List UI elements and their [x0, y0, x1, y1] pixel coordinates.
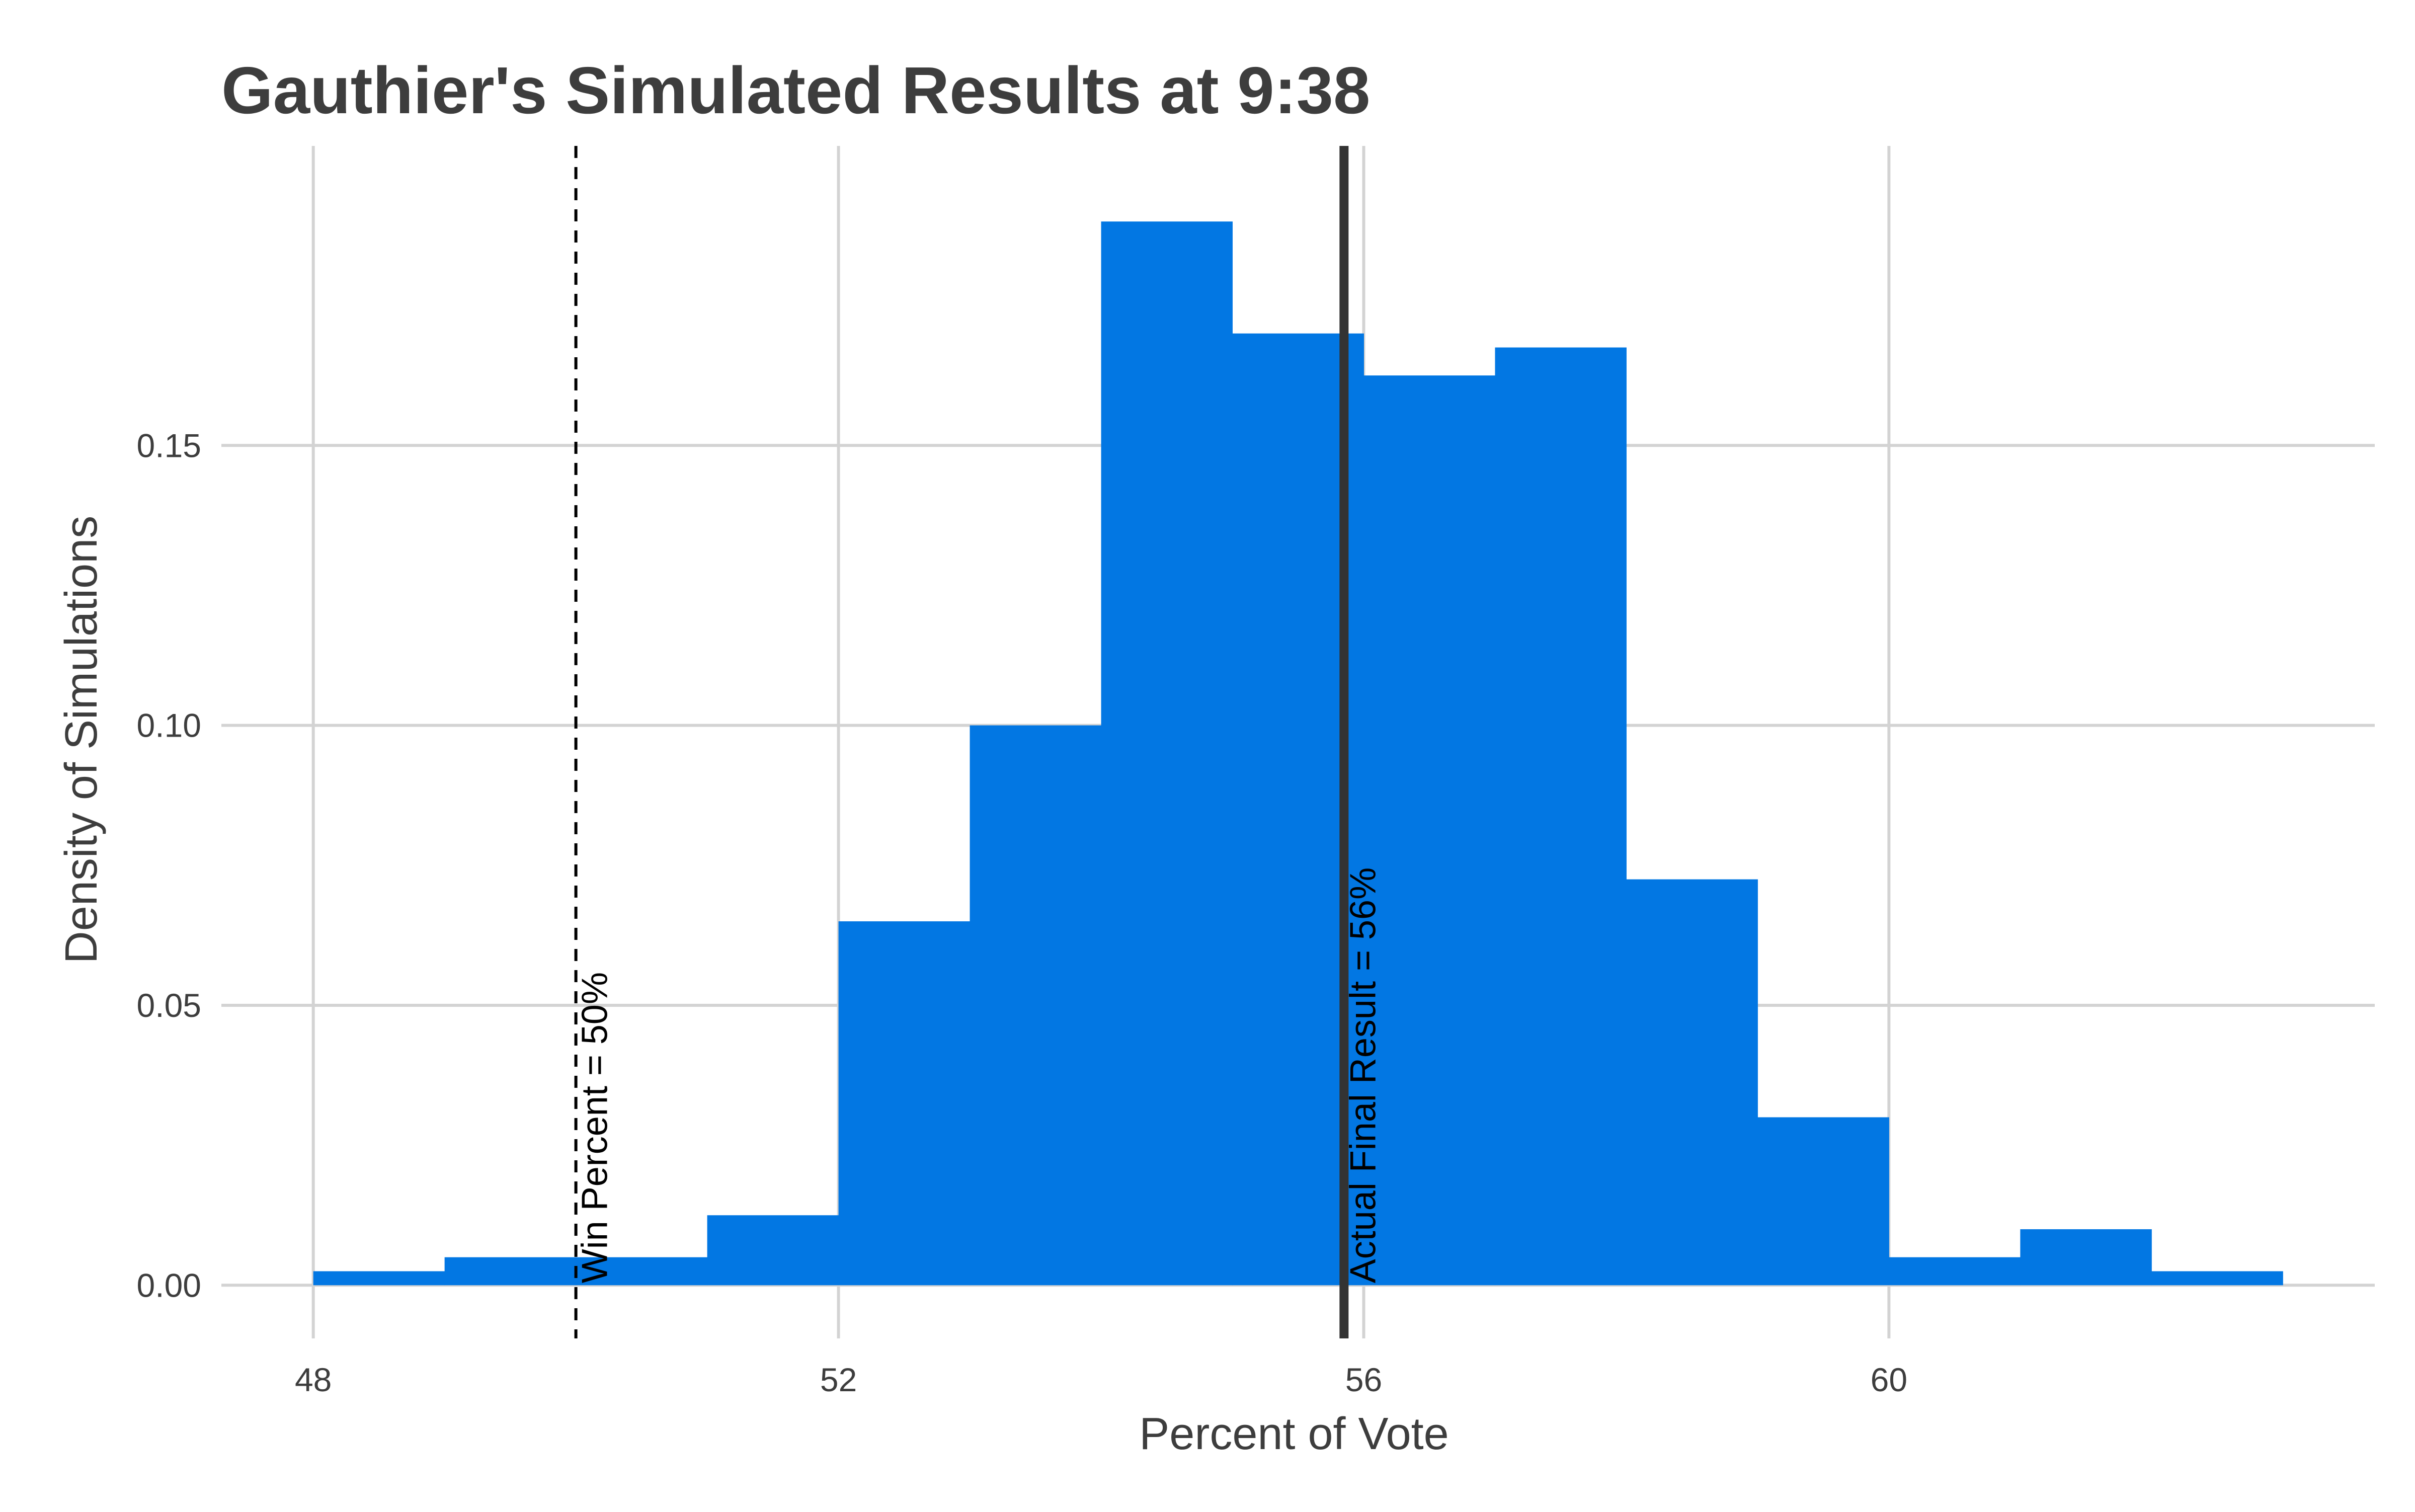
- y-tick-label: 0.00: [137, 1266, 201, 1304]
- chart-title: Gauthier's Simulated Results at 9:38: [221, 53, 1370, 127]
- win-threshold-label: Win Percent = 50%: [575, 972, 615, 1283]
- y-tick-label: 0.05: [137, 987, 201, 1024]
- histogram-bar: [1363, 375, 1495, 1286]
- histogram-bar: [444, 1257, 577, 1286]
- histogram-bar: [707, 1215, 839, 1286]
- x-tick-label: 52: [820, 1361, 857, 1398]
- histogram-bar: [1626, 879, 1758, 1286]
- histogram-bar: [1757, 1117, 1889, 1286]
- histogram-bar: [1889, 1257, 2021, 1286]
- y-tick-label: 0.10: [137, 707, 201, 744]
- x-tick-label: 60: [1871, 1361, 1907, 1398]
- x-tick-label: 48: [295, 1361, 332, 1398]
- bars-layer: [313, 221, 2283, 1286]
- y-tick-label: 0.15: [137, 427, 201, 464]
- histogram-bar: [2151, 1271, 2283, 1286]
- histogram-bar: [2020, 1229, 2152, 1286]
- x-axis-title: Percent of Vote: [1139, 1409, 1448, 1459]
- histogram-bar: [970, 725, 1102, 1286]
- histogram-bar: [1101, 221, 1233, 1286]
- x-tick-label: 56: [1345, 1361, 1382, 1398]
- y-axis-title: Density of Simulations: [56, 516, 107, 964]
- reference-lines-layer: Win Percent = 50% Actual Final Result = 5…: [574, 146, 1383, 1338]
- histogram-bar: [313, 1271, 445, 1286]
- histogram-bar: [576, 1257, 708, 1286]
- histogram-bar: [838, 921, 971, 1286]
- ticks-layer: 48 52 56 60 0.00 0.05 0.10 0.15: [137, 427, 1908, 1398]
- actual-result-label: Actual Final Result = 56%: [1343, 867, 1383, 1283]
- histogram-bar: [1495, 347, 1627, 1286]
